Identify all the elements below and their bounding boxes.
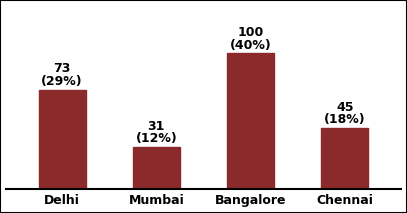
Bar: [39, 90, 86, 189]
Text: (18%): (18%): [324, 113, 366, 127]
Text: (40%): (40%): [230, 39, 271, 52]
Text: 73: 73: [53, 62, 71, 75]
Bar: [321, 128, 368, 189]
Bar: [227, 53, 274, 189]
Text: 31: 31: [148, 119, 165, 132]
Text: (29%): (29%): [41, 75, 83, 88]
Text: 45: 45: [336, 101, 354, 114]
Bar: [133, 147, 180, 189]
Text: 100: 100: [238, 26, 264, 39]
Text: (12%): (12%): [136, 132, 177, 145]
